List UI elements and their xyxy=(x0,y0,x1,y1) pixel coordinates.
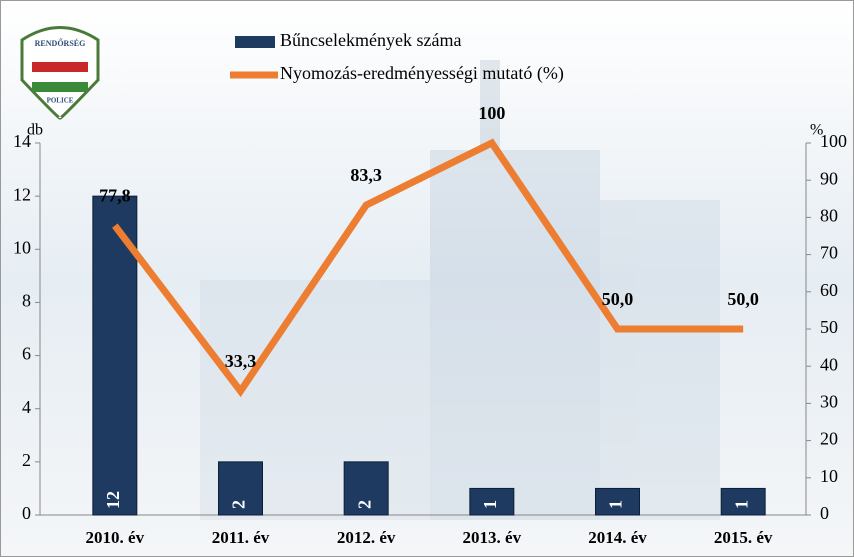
y-tick-label: 14 xyxy=(13,131,31,151)
y-tick-label: 8 xyxy=(22,291,31,311)
bar xyxy=(218,461,263,516)
legend-label: Bűncselekmények száma xyxy=(280,30,461,50)
y2-tick-label: 100 xyxy=(820,131,847,151)
logo-top: RENDŐRSÉG xyxy=(35,38,86,48)
y-tick-label: 2 xyxy=(22,450,31,470)
line xyxy=(112,138,744,398)
x-tick-label: 2012. év xyxy=(337,528,396,547)
y-tick-label: 12 xyxy=(13,184,31,204)
y2-tick-label: 90 xyxy=(820,168,838,188)
y-tick-label: 4 xyxy=(22,397,31,417)
line-value-label: 50,0 xyxy=(602,289,634,309)
bar xyxy=(343,461,389,516)
line-value-label: 33,3 xyxy=(225,351,257,371)
y2-tick-label: 50 xyxy=(820,317,838,337)
logo-bottom: POLICE xyxy=(47,97,74,105)
x-tick-label: 2011. év xyxy=(212,528,270,547)
y2-tick-label: 20 xyxy=(820,429,838,449)
legend-swatch xyxy=(235,36,275,48)
x-tick-label: 2010. év xyxy=(86,528,145,547)
y-tick-label: 10 xyxy=(13,237,31,257)
logo: RENDŐRSÉG POLICE xyxy=(20,26,100,120)
line-value-label: 83,3 xyxy=(350,165,382,185)
y2-tick-label: 40 xyxy=(820,354,838,374)
x-tick-label: 2015. év xyxy=(714,528,773,547)
y-tick-label: 6 xyxy=(22,344,31,364)
y-tick-label: 0 xyxy=(22,503,31,523)
bar-value-label: 1 xyxy=(480,500,500,509)
y2-axis-label: % xyxy=(810,122,823,139)
y2-tick-label: 60 xyxy=(820,280,838,300)
x-tick-label: 2014. év xyxy=(588,528,647,547)
y2-tick-label: 80 xyxy=(820,206,838,226)
y2-tick-label: 10 xyxy=(820,466,838,486)
bar-value-label: 2 xyxy=(354,500,374,509)
y2-tick-label: 30 xyxy=(820,392,838,412)
x-tick-label: 2013. év xyxy=(463,528,522,547)
bar-value-label: 1 xyxy=(731,500,751,509)
line-value-label: 77,8 xyxy=(99,186,131,206)
y-axis-label: db xyxy=(27,122,43,139)
bar-value-label: 2 xyxy=(229,500,249,509)
y2-tick-label: 70 xyxy=(820,243,838,263)
bar xyxy=(595,487,640,516)
bar xyxy=(469,487,515,516)
line-value-label: 100 xyxy=(478,103,505,123)
line-value-label: 50,0 xyxy=(727,289,759,309)
bar-value-label: 1 xyxy=(606,500,626,509)
y2-tick-label: 0 xyxy=(820,503,829,523)
bar-value-label: 12 xyxy=(103,491,123,509)
legend-label: Nyomozás-eredményességi mutató (%) xyxy=(280,63,564,84)
bar xyxy=(720,487,766,516)
